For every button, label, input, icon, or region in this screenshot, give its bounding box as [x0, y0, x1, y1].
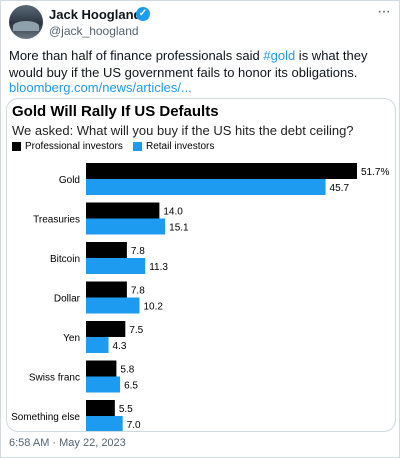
bar-professional	[86, 360, 117, 377]
bar-retail	[86, 337, 109, 353]
bar-retail	[86, 376, 121, 393]
author-name[interactable]: Jack Hoogland	[49, 7, 142, 22]
verified-badge-icon: ✓	[136, 7, 150, 21]
bar-value-label: 7.5	[129, 325, 143, 336]
bar-professional	[86, 281, 127, 298]
bar-value-label: 51.7%	[361, 167, 389, 178]
hashtag-link[interactable]: #gold	[263, 48, 296, 63]
chart-title: Gold Will Rally If US Defaults	[12, 103, 219, 120]
bar-value-label: 7.8	[131, 246, 145, 257]
legend-label: Professional investors	[25, 141, 123, 152]
category-label: Treasuries	[33, 215, 80, 226]
bar-value-label: 15.1	[169, 223, 189, 234]
bar-chart: Gold 51.7% 45.7 Treasuries 14.0 15.1 Bitcoin 7.…	[11, 163, 389, 431]
bar-value-label: 5.5	[119, 404, 133, 415]
bar-value-label: 45.7	[330, 183, 350, 194]
bar-value-label: 7.0	[127, 420, 141, 431]
tweet-text-part: is what they would buy if the US governm…	[9, 48, 368, 80]
chart-subtitle: We asked: What will you buy if the US hi…	[12, 123, 354, 138]
category-label: Dollar	[54, 294, 81, 305]
bar-value-label: 14.0	[163, 207, 183, 218]
bar-retail	[86, 179, 326, 195]
bar-professional	[86, 202, 160, 219]
category-label: Swiss franc	[29, 373, 80, 384]
bar-retail	[86, 258, 146, 274]
category-label: Something else	[11, 412, 80, 423]
category-label: Bitcoin	[50, 254, 80, 265]
bar-value-label: 10.2	[143, 302, 163, 313]
bar-professional	[86, 242, 127, 258]
timestamp[interactable]: 6:58 AM · May 22, 2023	[9, 437, 126, 449]
legend-item-professional: Professional investors	[12, 141, 123, 152]
bar-value-label: 7.8	[131, 286, 145, 297]
bar-value-label: 6.5	[124, 381, 138, 392]
bar-value-label: 11.3	[149, 262, 168, 273]
legend-label: Retail investors	[146, 141, 215, 152]
bar-retail	[86, 218, 166, 235]
category-label: Gold	[59, 175, 80, 186]
tweet-text: More than half of finance professionals …	[9, 47, 394, 81]
more-options-icon[interactable]: ···	[377, 3, 391, 20]
bar-professional	[86, 163, 357, 179]
author-handle[interactable]: @jack_hoogland	[49, 24, 139, 38]
bar-retail	[86, 416, 123, 431]
bar-professional	[86, 321, 126, 337]
legend-swatch	[133, 142, 142, 151]
bar-value-label: 5.8	[120, 365, 134, 376]
tweet-text-part: More than half of finance professionals …	[9, 48, 264, 63]
legend-item-retail: Retail investors	[133, 141, 214, 152]
legend-swatch	[12, 142, 21, 151]
bar-retail	[86, 297, 140, 314]
chart-image[interactable]: Gold Will Rally If US Defaults We asked:…	[6, 98, 396, 432]
avatar[interactable]	[9, 5, 43, 39]
article-link[interactable]: bloomberg.com/news/articles/...	[9, 80, 192, 95]
bar-value-label: 4.3	[113, 341, 127, 352]
category-label: Yen	[63, 333, 80, 344]
bar-professional	[86, 400, 115, 416]
